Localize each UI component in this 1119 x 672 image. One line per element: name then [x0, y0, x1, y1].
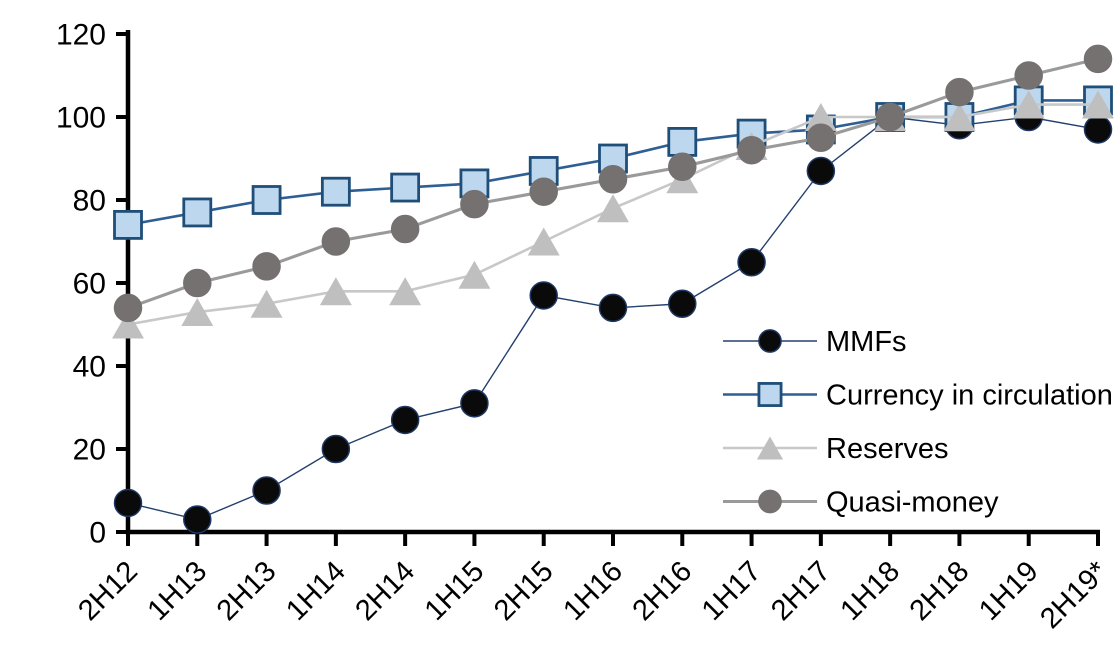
data-point-reserves: [319, 277, 352, 306]
data-point-mmfs: [806, 156, 836, 186]
x-tick-label: 2H19*: [1034, 555, 1114, 635]
y-tick-label: 40: [73, 351, 106, 384]
data-point-reserves: [112, 310, 144, 339]
legend-item-currency-in-circulation: Currency in circulation: [723, 380, 1113, 412]
data-point-reserves: [1082, 90, 1114, 119]
data-point-reserves: [527, 227, 560, 256]
x-tick-label: 1H16: [557, 555, 629, 627]
legend-item-reserves: Reserves: [723, 433, 949, 465]
data-point-quasi-money: [183, 268, 212, 298]
y-tick-label: 80: [73, 185, 106, 218]
x-tick-label: 2H18: [904, 555, 976, 627]
data-point-reserves: [181, 298, 214, 327]
data-point-currency-in-circulation: [320, 176, 351, 207]
series-quasi-money: [113, 44, 1113, 323]
data-point-mmfs: [252, 476, 281, 505]
legend-label-mmfs: MMFs: [826, 326, 907, 358]
legend-marker-currency-in-circulation: [757, 382, 783, 407]
data-point-quasi-money: [460, 189, 489, 219]
data-point-quasi-money: [321, 227, 351, 256]
data-point-currency-in-circulation: [113, 209, 143, 240]
x-tick-label: 2H12: [72, 555, 144, 627]
legend-label-reserves: Reserves: [826, 433, 949, 465]
legend-label-quasi-money: Quasi-money: [826, 487, 999, 519]
data-point-mmfs: [737, 248, 766, 277]
data-point-quasi-money: [390, 214, 420, 244]
x-tick-label: 2H14: [349, 555, 421, 627]
x-tick-label: 1H15: [419, 555, 491, 627]
data-point-currency-in-circulation: [667, 127, 698, 157]
data-point-mmfs: [183, 505, 212, 534]
x-tick-label: 2H16: [627, 555, 699, 627]
x-tick-label: 1H19: [973, 555, 1045, 627]
y-tick-label: 20: [73, 434, 106, 467]
legend-item-mmfs: MMFs: [723, 326, 907, 358]
data-point-mmfs: [668, 289, 697, 318]
data-point-reserves: [804, 103, 837, 131]
y-tick-label: 0: [89, 517, 106, 550]
x-tick-label: 2H13: [211, 555, 283, 627]
data-point-reserves: [1012, 90, 1045, 119]
data-point-mmfs: [321, 434, 351, 464]
data-point-quasi-money: [529, 177, 558, 206]
data-point-reserves: [458, 260, 491, 289]
data-point-quasi-money: [737, 135, 766, 165]
data-point-quasi-money: [668, 152, 697, 182]
data-point-mmfs: [598, 293, 628, 323]
legend-marker-reserves: [756, 436, 784, 460]
data-point-mmfs: [390, 405, 420, 435]
data-point-currency-in-circulation: [251, 185, 282, 215]
data-point-quasi-money: [598, 165, 628, 194]
data-point-mmfs: [529, 281, 558, 310]
x-tick-label: 2H17: [765, 555, 837, 627]
data-point-mmfs: [1083, 115, 1113, 144]
data-point-quasi-money: [945, 77, 974, 107]
x-tick-label: 1H13: [142, 555, 214, 627]
data-point-mmfs: [460, 389, 489, 418]
data-point-quasi-money: [806, 123, 836, 152]
data-point-currency-in-circulation: [390, 172, 421, 203]
data-point-quasi-money: [1083, 44, 1113, 74]
legend-marker-quasi-money: [758, 489, 782, 514]
data-point-quasi-money: [875, 102, 905, 132]
chart-canvas: 0204060801001202H121H132H131H142H141H152…: [56, 19, 1114, 635]
x-tick-label: 2H15: [488, 555, 560, 627]
data-point-currency-in-circulation: [182, 197, 213, 228]
data-point-quasi-money: [1014, 61, 1043, 90]
x-tick-label: 1H14: [280, 555, 352, 627]
legend: MMFs Currency in circulation Reserves Quasi…: [723, 326, 1113, 519]
y-tick-label: 60: [73, 268, 106, 301]
money-metrics-line-chart: 0 20 40 60 80 100 120 2H12 1H13 2H13 1H14 2H14 1H15 2…: [40, 16, 1119, 656]
x-tick-label: 1H18: [834, 555, 906, 627]
data-point-reserves: [250, 289, 283, 318]
legend-marker-mmfs: [758, 329, 782, 353]
y-tick-label: 120: [56, 19, 106, 52]
data-point-quasi-money: [252, 252, 281, 281]
legend-label-currency-in-circulation: Currency in circulation: [826, 380, 1113, 412]
data-point-mmfs: [113, 488, 143, 518]
y-tick-label: 100: [56, 102, 106, 135]
x-tick-label: 1H17: [696, 555, 768, 627]
data-point-reserves: [943, 103, 976, 131]
data-point-reserves: [597, 194, 629, 223]
data-point-quasi-money: [113, 293, 143, 323]
data-point-reserves: [389, 277, 422, 306]
legend-item-quasi-money: Quasi-money: [723, 487, 999, 519]
data-point-currency-in-circulation: [528, 156, 559, 186]
